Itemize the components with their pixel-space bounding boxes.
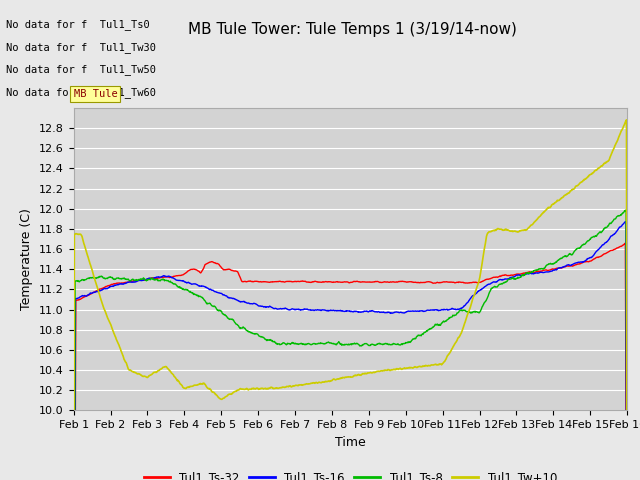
Y-axis label: Temperature (C): Temperature (C) <box>20 208 33 310</box>
Legend: Tul1_Ts-32, Tul1_Ts-16, Tul1_Ts-8, Tul1_Tw+10: Tul1_Ts-32, Tul1_Ts-16, Tul1_Ts-8, Tul1_… <box>139 467 562 480</box>
Text: No data for f  Tul1_Tw50: No data for f Tul1_Tw50 <box>6 64 156 75</box>
Text: MB Tule Tower: Tule Temps 1 (3/19/14-now): MB Tule Tower: Tule Temps 1 (3/19/14-now… <box>188 22 516 36</box>
Text: No data for f  Tul1_Tw30: No data for f Tul1_Tw30 <box>6 42 156 53</box>
X-axis label: Time: Time <box>335 436 366 449</box>
Text: No data for f  Tul1_Ts0: No data for f Tul1_Ts0 <box>6 19 150 30</box>
Text: MB Tule: MB Tule <box>74 89 117 99</box>
Text: No data for f  Tul1_Tw60: No data for f Tul1_Tw60 <box>6 87 156 98</box>
